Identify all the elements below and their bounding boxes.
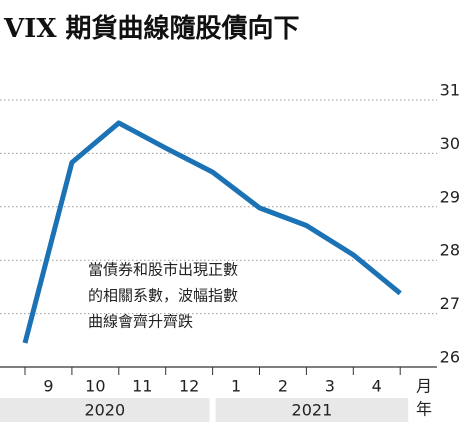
year-label: 2021 xyxy=(292,401,333,420)
annotation: 曲線會齊升齊跌 xyxy=(88,313,193,331)
x-tick-label: 1 xyxy=(231,377,241,396)
year-band xyxy=(0,398,210,422)
chart-title: VIX 期貨曲線隨股債向下 xyxy=(3,13,300,44)
y-tick-label: 28 xyxy=(440,241,460,260)
x-axis-label: 月 xyxy=(416,377,432,396)
x-tick-label: 3 xyxy=(325,377,335,396)
year-axis-label: 年 xyxy=(416,400,432,419)
y-tick-label: 29 xyxy=(440,187,460,206)
year-label: 2020 xyxy=(84,401,125,420)
y-tick-label: 27 xyxy=(440,294,460,313)
x-tick-label: 9 xyxy=(43,377,53,396)
data-line xyxy=(22,120,402,344)
x-tick-label: 10 xyxy=(85,377,105,396)
annotation: 當債券和股市出現正數 xyxy=(88,261,238,279)
year-band xyxy=(215,398,409,422)
x-tick-label: 4 xyxy=(372,377,382,396)
annotation: 的相關系數，波幅指數 xyxy=(88,287,238,305)
y-tick-label: 31 xyxy=(440,81,460,100)
x-tick-label: 2 xyxy=(278,377,288,396)
y-tick-label: 26 xyxy=(440,348,460,367)
y-tick-label: 30 xyxy=(440,134,460,153)
x-tick-label: 11 xyxy=(132,377,152,396)
x-tick-label: 12 xyxy=(179,377,199,396)
